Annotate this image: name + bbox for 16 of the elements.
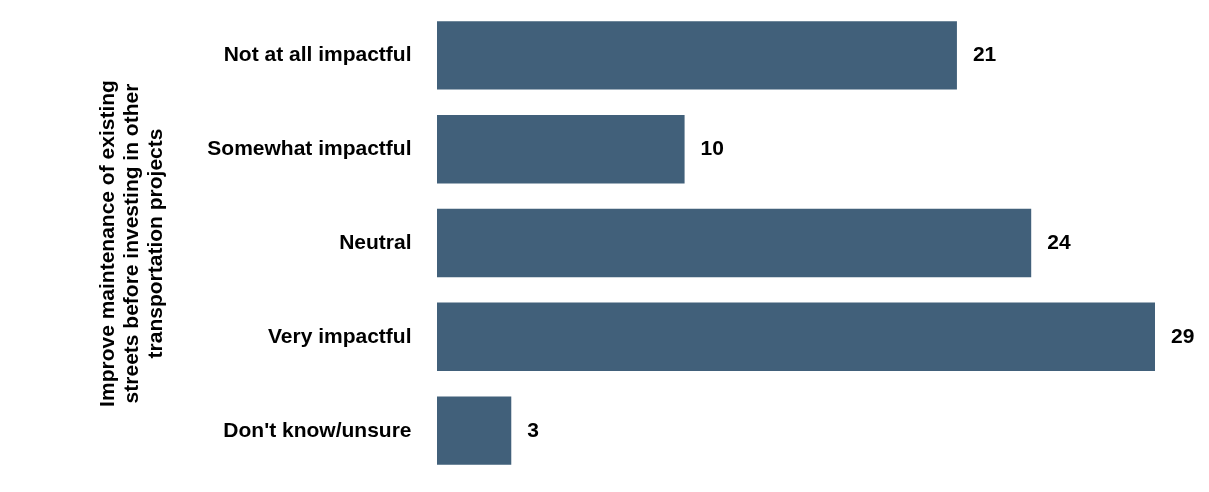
data-label: 24 <box>1047 230 1071 253</box>
y-tick-label: Very impactful <box>267 323 412 347</box>
bar <box>437 21 957 90</box>
data-label: 21 <box>972 42 997 66</box>
data-label: 10 <box>700 136 724 160</box>
y-axis-title: Improve maintenance of existing streets before investing in other transportation projects <box>94 80 166 407</box>
bar <box>437 302 1155 372</box>
y-tick-label: Neutral <box>339 230 412 253</box>
data-label: 3 <box>527 417 539 441</box>
y-tick-label: Somewhat impactful <box>207 136 412 160</box>
y-tick-label: Don't know/unsure <box>223 417 412 441</box>
bar <box>437 396 512 465</box>
bar <box>437 208 1032 278</box>
bar <box>437 114 685 184</box>
data-label: 29 <box>1171 323 1195 347</box>
y-tick-label: Not at all impactful <box>223 42 412 66</box>
